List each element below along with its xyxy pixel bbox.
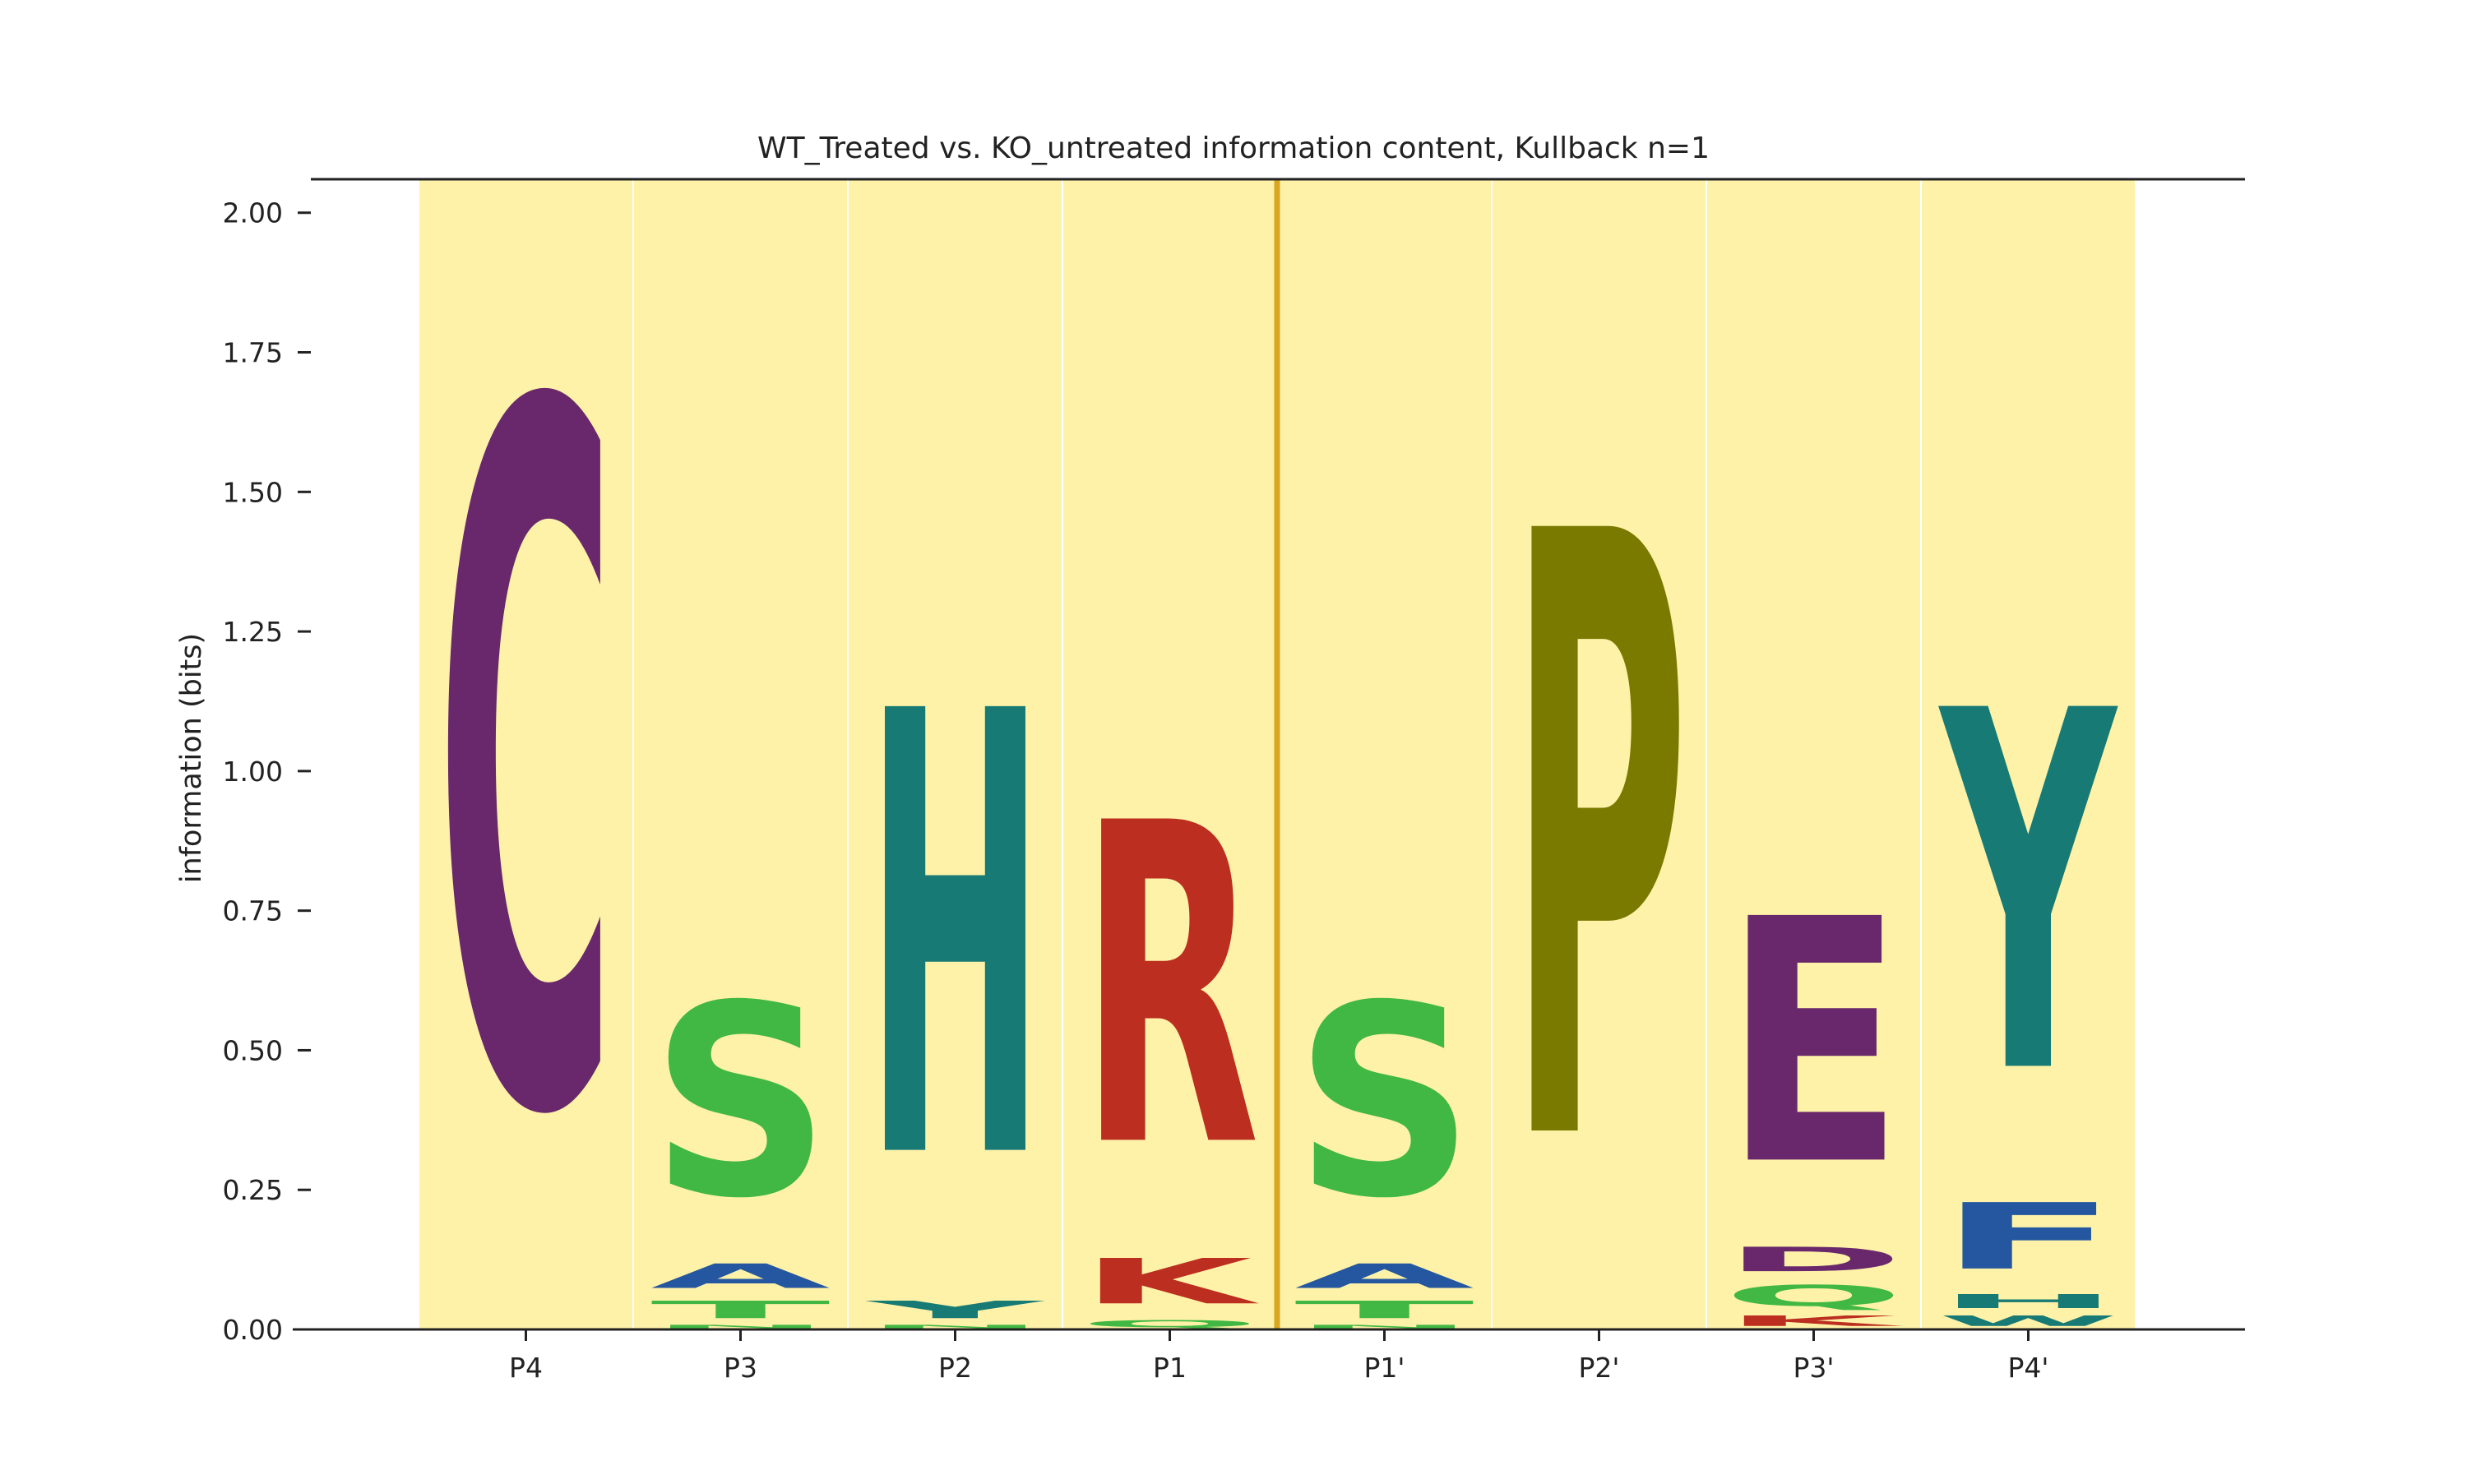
logo-letter-K-P1: K [1080, 1246, 1259, 1318]
y-tick-label: 1.50 [223, 476, 283, 508]
logo-letter-H-P4-prime: H [1938, 1290, 2118, 1312]
x-tick-label: P1' [1364, 1352, 1405, 1384]
logo-letter-Q-P1: Q [1080, 1318, 1260, 1329]
logo-letter-Q-P3-prime: Q [1724, 1279, 1904, 1313]
logo-letter-T-P1-prime: T [1294, 1296, 1474, 1324]
logo-letter-A-P1-prime: A [1294, 1257, 1474, 1297]
logo-letter-F-P4-prime: F [1938, 1184, 2118, 1290]
logo-letter-N-P2: N [865, 1324, 1045, 1329]
x-tick-label: P1 [1153, 1352, 1187, 1384]
y-tick-label: 0.00 [223, 1314, 283, 1346]
logo-letter-W-P4-prime: W [1938, 1313, 2118, 1329]
logo-letter-H-P2: H [865, 585, 1045, 1293]
x-tick-label: P3' [1794, 1352, 1835, 1384]
x-tick-label: P4 [509, 1352, 543, 1384]
position-background-P4 [419, 179, 632, 1329]
y-tick-label: 0.50 [223, 1034, 283, 1066]
y-tick-label: 2.00 [223, 197, 283, 229]
x-tick-label: P2' [1579, 1352, 1620, 1384]
position-background-P3 [634, 179, 847, 1329]
y-tick-label: 0.25 [223, 1174, 283, 1206]
x-tick-label: P2 [938, 1352, 972, 1384]
position-background-P1 [1063, 179, 1276, 1329]
logo-letter-S-P3: S [650, 949, 831, 1256]
position-backgrounds [419, 179, 2135, 1329]
logo-letter-Y-P2: Y [864, 1296, 1046, 1324]
logo-letter-N-P1-prime: N [1294, 1324, 1474, 1329]
logo-letter-D-P3-prime: D [1724, 1240, 1904, 1279]
y-tick-label: 1.25 [223, 616, 283, 648]
position-background-P4-prime [1922, 179, 2135, 1329]
logo-letter-E-P3-prime: E [1724, 848, 1904, 1239]
logo-letter-P-P2-prime: P [1509, 363, 1689, 1327]
logo-letter-C-P4: C [436, 210, 616, 1326]
y-axis-label: information (bits) [175, 633, 208, 883]
logo-letter-N-P3: N [650, 1324, 831, 1329]
y-tick-label: 1.75 [223, 337, 283, 369]
logo-letter-S-P1-prime: S [1294, 949, 1474, 1256]
x-tick-label: P3 [724, 1352, 757, 1384]
logo-letter-A-P3: A [650, 1257, 831, 1297]
x-tick-label: P4' [2008, 1352, 2049, 1384]
position-background-P2 [849, 179, 1062, 1329]
x-axis: P4 P3 P2 P1 P1' P2' P3' P4' [509, 1329, 2048, 1384]
logo-letter-Y-P4-prime: Y [1937, 608, 2118, 1183]
position-background-P2-prime [1493, 179, 1706, 1329]
y-axis: 0.00 0.25 0.50 0.75 1.00 1.25 1.50 1.75 2.00 [223, 197, 311, 1346]
logo-letter-T-P3: T [650, 1296, 831, 1324]
y-tick-label: 1.00 [223, 756, 283, 788]
chart-title: WT_Treated vs. KO_untreated information … [757, 132, 1710, 165]
logo-letter-R-P1: R [1080, 732, 1260, 1244]
position-background-P3-prime [1707, 179, 1920, 1329]
y-tick-label: 0.75 [223, 895, 283, 927]
logo-letter-K-P3-prime: K [1724, 1313, 1904, 1329]
position-background-P1-prime [1278, 179, 1491, 1329]
